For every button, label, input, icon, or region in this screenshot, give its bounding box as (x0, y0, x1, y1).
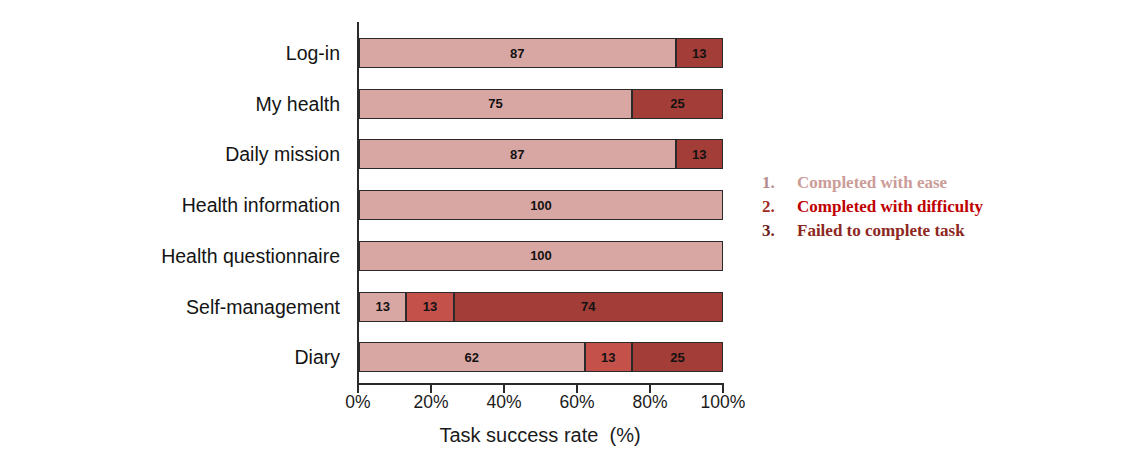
legend-item-completed-with-difficulty: 2. Completed with difficulty (762, 195, 983, 219)
task-success-rate-chart: 87 13 75 25 87 13 100 100 13 13 74 62 13 25 Log-in My … (0, 0, 1139, 460)
x-axis-tick-label: 40% (486, 392, 521, 413)
bar-segment: 13 (585, 342, 632, 372)
bar-segment: 62 (359, 342, 585, 372)
legend-number: 2. (762, 195, 784, 219)
bar-value-label: 75 (488, 96, 502, 111)
x-axis-title: Task success rate (%) (439, 424, 640, 447)
bar-segment: 13 (406, 292, 453, 322)
stacked-bar: 62 13 25 (359, 342, 723, 372)
x-axis-tick-label: 60% (559, 392, 594, 413)
y-axis-line (357, 22, 359, 391)
category-label: Self-management (186, 295, 340, 318)
legend-label: Failed to complete task (797, 219, 965, 243)
category-label: Health questionnaire (161, 244, 340, 267)
legend-number: 1. (762, 171, 784, 195)
x-axis-tick-label: 20% (413, 392, 448, 413)
legend-item-completed-with-ease: 1. Completed with ease (762, 171, 983, 195)
x-axis-tick-label: 80% (632, 392, 667, 413)
bar-value-label: 100 (530, 248, 552, 263)
legend: 1. Completed with ease 2. Completed with… (762, 171, 983, 243)
stacked-bar: 100 (359, 190, 723, 220)
legend-number: 3. (762, 219, 784, 243)
stacked-bar: 87 13 (359, 139, 723, 169)
bar-value-label: 100 (530, 198, 552, 213)
stacked-bar: 13 13 74 (359, 292, 723, 322)
bar-segment: 75 (359, 89, 632, 119)
bar-segment: 13 (676, 38, 723, 68)
bar-segment: 100 (359, 190, 723, 220)
bar-value-label: 13 (692, 147, 706, 162)
stacked-bar: 87 13 (359, 38, 723, 68)
x-axis-line (357, 383, 724, 385)
bar-value-label: 62 (465, 350, 479, 365)
category-label: Health information (182, 194, 340, 217)
bar-segment: 87 (359, 38, 676, 68)
bar-segment: 74 (454, 292, 723, 322)
bar-segment: 13 (359, 292, 406, 322)
category-label: Diary (294, 346, 340, 369)
x-axis-tick-label: 100% (701, 392, 746, 413)
bar-value-label: 13 (692, 46, 706, 61)
category-label: Log-in (286, 42, 340, 65)
bar-value-label: 25 (670, 350, 684, 365)
bar-value-label: 87 (510, 147, 524, 162)
x-axis-tick-label: 0% (345, 392, 370, 413)
legend-item-failed-to-complete-task: 3. Failed to complete task (762, 219, 983, 243)
bar-value-label: 13 (601, 350, 615, 365)
bar-segment: 25 (632, 89, 723, 119)
category-label: Daily mission (225, 143, 340, 166)
bar-value-label: 25 (670, 96, 684, 111)
legend-label: Completed with ease (797, 171, 947, 195)
bar-segment: 13 (676, 139, 723, 169)
bar-value-label: 13 (375, 299, 389, 314)
stacked-bar: 75 25 (359, 89, 723, 119)
bar-segment: 87 (359, 139, 676, 169)
bar-segment: 25 (632, 342, 723, 372)
bar-value-label: 13 (423, 299, 437, 314)
stacked-bar: 100 (359, 241, 723, 271)
bar-segment: 100 (359, 241, 723, 271)
bar-value-label: 87 (510, 46, 524, 61)
bar-value-label: 74 (581, 299, 595, 314)
legend-label: Completed with difficulty (797, 195, 983, 219)
category-label: My health (255, 92, 340, 115)
